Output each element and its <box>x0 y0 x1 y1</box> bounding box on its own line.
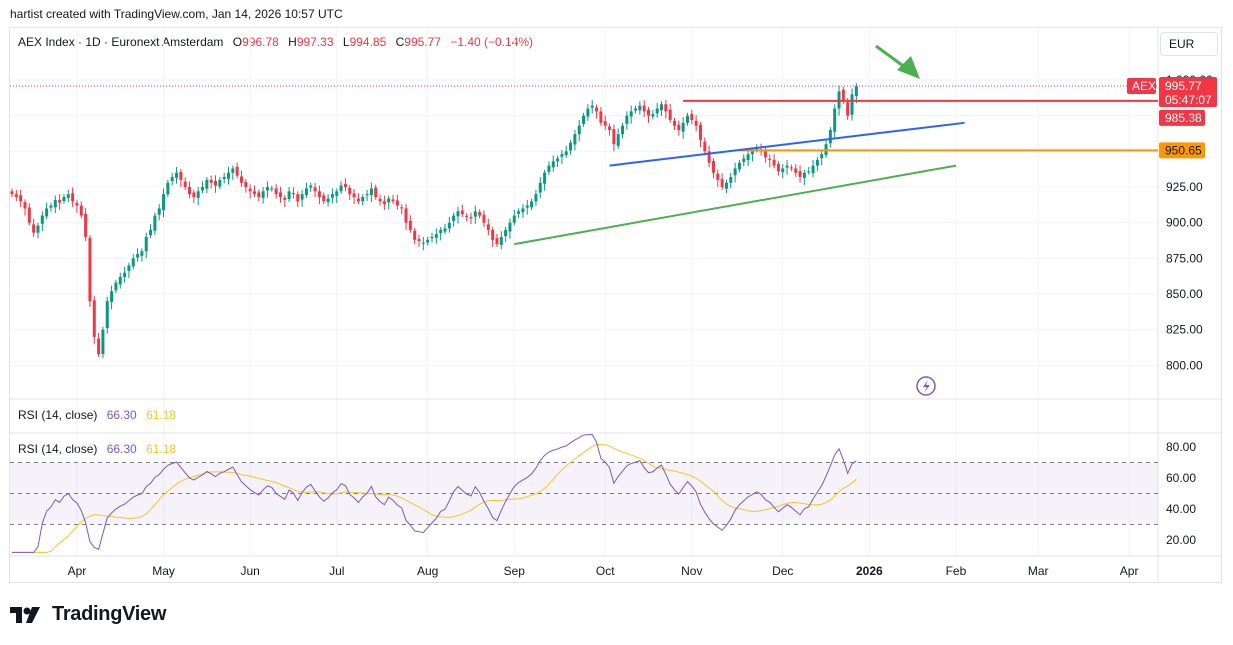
rsi-ma-value: 61.18 <box>146 442 177 456</box>
rsi-label: RSI (14, close) <box>18 442 98 456</box>
close-label: C <box>395 35 405 49</box>
change-value: −1.40 (−0.14%) <box>450 35 534 49</box>
currency-selector[interactable]: EUR <box>1160 32 1218 56</box>
high-value: 997.33 <box>296 35 334 49</box>
tradingview-logo-text: TradingView <box>52 603 167 625</box>
rsi-legend-collapsed[interactable]: RSI (14, close) 66.30 61.18 <box>18 408 176 422</box>
symbol-legend: AEX Index · 1D · Euronext Amsterdam O996… <box>18 35 533 49</box>
high-label: H <box>288 35 297 49</box>
low-label: L <box>342 35 350 49</box>
rsi-value: 66.30 <box>106 408 137 422</box>
rsi-legend[interactable]: RSI (14, close) 66.30 61.18 <box>18 442 176 456</box>
tradingview-logo-icon <box>10 606 40 623</box>
chart-caption: hartist created with TradingView.com, Ja… <box>10 7 343 21</box>
rsi-label: RSI (14, close) <box>18 408 98 422</box>
open-label: O <box>232 35 243 49</box>
tradingview-logo[interactable]: TradingView <box>10 603 166 626</box>
symbol-name[interactable]: AEX Index · 1D · Euronext Amsterdam <box>18 35 224 49</box>
rsi-value: 66.30 <box>106 442 137 456</box>
chart-frame <box>9 27 1222 583</box>
open-value: 996.78 <box>242 35 279 49</box>
close-value: 995.77 <box>404 35 441 49</box>
rsi-ma-value: 61.18 <box>146 408 177 422</box>
low-value: 994.85 <box>349 35 387 49</box>
